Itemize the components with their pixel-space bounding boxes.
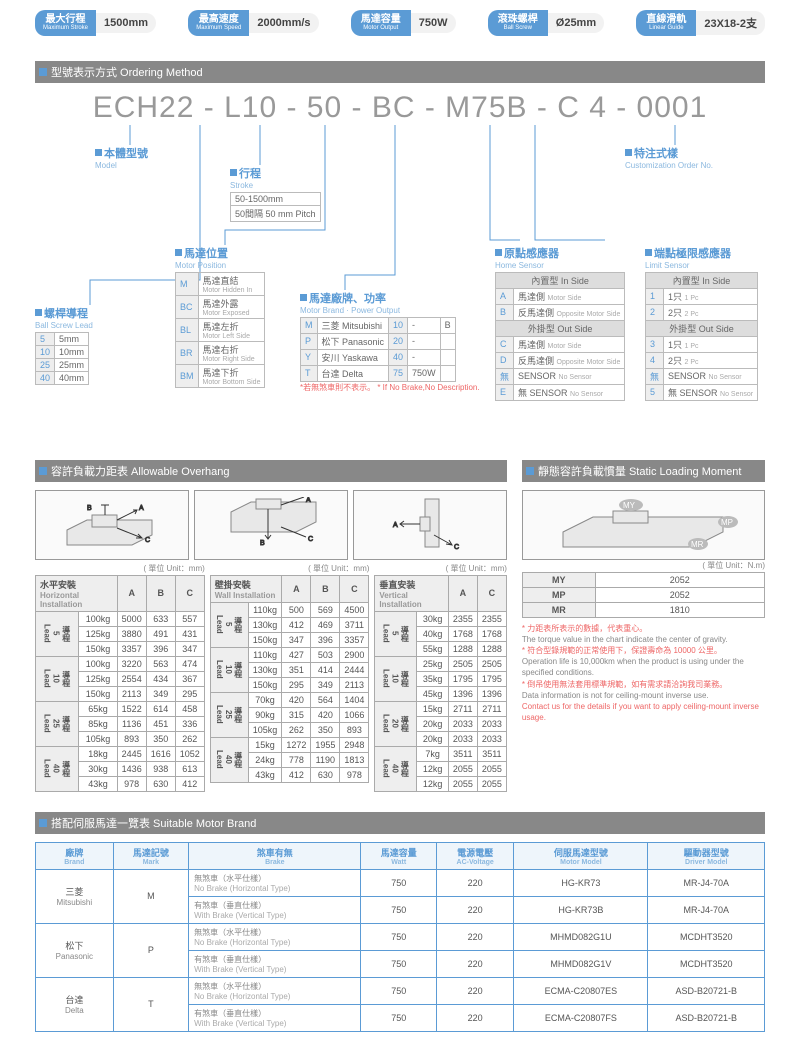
overhang-section: 容許負載力距表 Allowable Overhang BAC BAC AC ( … (35, 460, 765, 792)
brand-label: 馬達廠牌、功率 (300, 290, 480, 306)
limit-sub: Limit Sensor (645, 261, 758, 270)
diagram-moment: MY MP MR (522, 490, 765, 560)
model-label: 本體型號 (95, 145, 148, 161)
lead-sub: Ball Screw Lead (35, 321, 93, 330)
spec-pill: 滾珠螺桿Ball Screw Ø25mm (488, 10, 604, 36)
svg-text:C: C (308, 536, 313, 543)
section-header-overhang: 容許負載力距表 Allowable Overhang (35, 460, 507, 482)
svg-text:C: C (454, 544, 459, 551)
diagram-vertical: AC (353, 490, 507, 560)
model-sub: Model (95, 161, 148, 170)
section-header-motor: 搭配伺服馬達一覽表 Suitable Motor Brand (35, 812, 765, 834)
cust-sub: Customization Order No. (625, 161, 713, 170)
svg-text:A: A (306, 497, 311, 504)
ordering-diagram: 本體型號 Model 行程 Stroke 50-1500mm50間隔 50 mm… (35, 125, 765, 435)
overhang-table: 水平安裝Horizontal InstallationABC導程5Lead100… (35, 575, 205, 792)
notes: * 力距表所表示的數據，代表重心。The torque value in the… (522, 623, 765, 724)
spec-pill: 直線滑軌Linear Guide 23X18-2支 (636, 10, 765, 36)
spec-pill: 最高速度Maximum Speed 2000mm/s (188, 10, 318, 36)
model-code: ECH22 - L10 - 50 - BC - M75B - C 4 - 000… (35, 91, 765, 125)
spec-pill: 馬達容量Motor Output 750W (351, 10, 456, 36)
unit-label: ( 單位 Unit：N.m) (522, 560, 765, 571)
svg-text:B: B (260, 540, 265, 547)
motor-table: 廠牌Brand馬達記號Mark煞車有無Brake馬達容量Watt電源電壓AC-V… (35, 842, 765, 1032)
ordering-method: 型號表示方式 Ordering Method ECH22 - L10 - 50 … (35, 61, 765, 435)
diagram-horizontal: B A C (35, 490, 189, 560)
lead-label: 螺桿導程 (35, 305, 93, 321)
mpos-sub: Motor Position (175, 261, 265, 270)
mpos-label: 馬達位置 (175, 245, 265, 261)
limit-label: 端點極限感應器 (645, 245, 758, 261)
section-header: 型號表示方式 Ordering Method (35, 61, 765, 83)
stroke-sub: Stroke (230, 181, 321, 190)
spec-pills: 最大行程Maximum Stroke 1500mm 最高速度Maximum Sp… (35, 10, 765, 36)
spec-pill: 最大行程Maximum Stroke 1500mm (35, 10, 156, 36)
svg-text:C: C (145, 537, 150, 544)
section-header-moment: 靜態容許負載慣量 Static Loading Moment (522, 460, 765, 482)
svg-text:B: B (87, 505, 92, 512)
svg-text:A: A (139, 505, 144, 512)
motor-section: 搭配伺服馬達一覽表 Suitable Motor Brand 廠牌Brand馬達… (35, 812, 765, 1032)
home-sub: Home Sensor (495, 261, 625, 270)
cust-label: 特注式樣 (625, 145, 713, 161)
brand-sub: Motor Brand · Power Output (300, 306, 480, 315)
svg-text:A: A (393, 522, 398, 529)
overhang-table: 壁掛安裝Wall InstallationABC導程5Lead110kg5005… (210, 575, 370, 783)
svg-text:MY: MY (623, 501, 636, 510)
diagram-wall: B A C (194, 490, 348, 560)
svg-text:MP: MP (721, 518, 733, 527)
svg-text:MR: MR (691, 540, 704, 549)
overhang-table: 垂直安装Vertical InstallationAC導程5Lead30kg23… (374, 575, 507, 792)
brand-note: *若無煞車則不表示。 * If No Brake,No Description. (300, 382, 480, 393)
stroke-label: 行程 (230, 165, 321, 181)
home-label: 原點感應器 (495, 245, 625, 261)
